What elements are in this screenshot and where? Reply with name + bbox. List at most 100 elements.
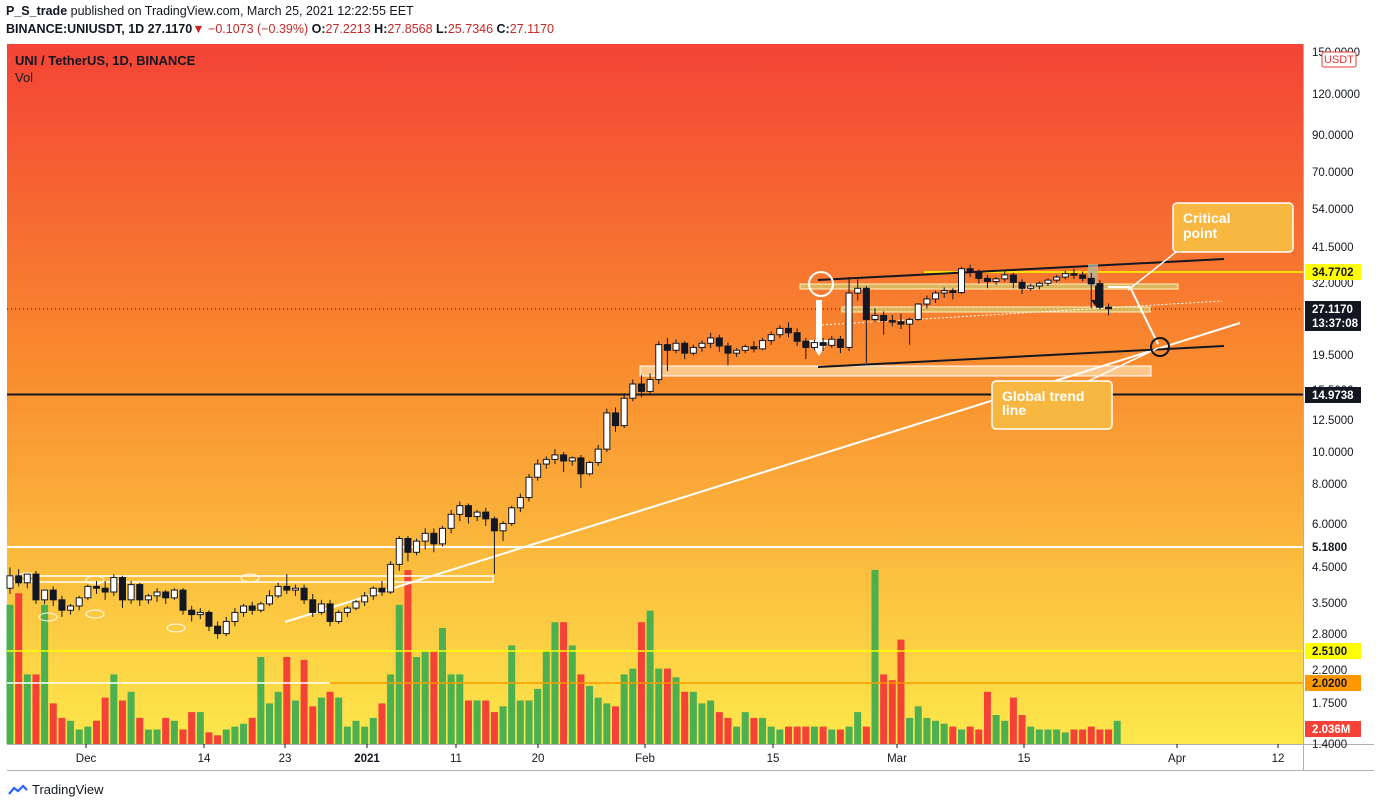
volume-bar [759,717,767,744]
price-label-box [1305,301,1361,317]
volume-bar [179,729,187,744]
candle-body [136,584,144,601]
price-label-box [1305,315,1361,331]
volume-bar [361,726,369,744]
target-circle [1150,337,1170,357]
candle-body [992,278,1000,282]
volume-bar [862,726,870,744]
publish-text: published on TradingView.com, March 25, … [70,4,414,18]
volume-bar [6,604,14,744]
candle-body [906,318,914,325]
volume-bar [525,700,533,744]
candle-body [274,585,282,597]
vol-label: Vol [15,70,33,85]
volume-bar [205,732,213,744]
candle-body [1035,282,1043,287]
global-trend-line [284,322,1241,623]
left-ellipse-2 [85,575,105,585]
open-label: O: [311,22,326,36]
price-axis-labels: 34.7702 27.1170 13:37:08 14.9738 5.1800 2.510… [1305,264,1361,737]
volume-bar [127,691,135,744]
candle-body [162,591,170,599]
volume-bar [516,700,524,744]
symbol-ticker[interactable]: BINANCE:UNIUSDT, 1D [6,22,145,36]
left-ellipse-6 [166,623,186,633]
critical-point-callout[interactable]: Critical point [1172,202,1294,253]
time-tick-label: 14 [198,753,211,765]
left-ellipse-3 [240,573,260,583]
candle-body [750,346,758,350]
volume-bar [828,729,836,744]
candle-body [975,271,983,279]
currency-badge[interactable]: USDT [1321,51,1357,68]
volume-bar [447,674,455,744]
volume-bar [672,677,680,744]
critical-point-text-2: point [1183,225,1218,241]
volume-bar [620,674,628,744]
volume-bar [854,712,862,744]
global-trend-callout[interactable]: Global trend line [991,380,1113,430]
candle-body [67,605,75,611]
volume-bar [508,645,516,744]
volume-bar [698,703,706,744]
candle-body [1009,274,1017,283]
candle-body [1087,277,1095,285]
volume-bar [542,651,550,744]
currency-badge-text: USDT [1324,54,1354,66]
candle-body [871,314,879,320]
volume-bar [266,703,273,744]
price-tick-label: 120.0000 [1312,89,1360,101]
candle-body [958,268,965,294]
volume-bar [940,723,948,744]
volume-bar [689,691,697,744]
candle-body [369,587,377,597]
volume-bar [456,674,464,744]
time-tick-label: Apr [1168,753,1186,765]
candle-body [49,589,57,601]
volume-bar [32,674,40,744]
volume-bar [421,651,429,744]
candle-body [707,337,715,344]
candle-body [620,397,628,427]
volume-bar [612,706,619,744]
price-tick-label: 1.7500 [1312,698,1347,710]
open-value: 27.2213 [325,22,371,36]
candle-body [84,585,92,599]
price-tick-label: 2.8000 [1312,629,1347,641]
volume-bar [975,729,983,744]
low-label: L: [436,22,448,36]
volume-bar [646,610,654,744]
volume-bar [966,726,974,744]
volume-bar [776,729,784,744]
time-tick-label: 20 [532,753,545,765]
volume-bar [932,720,940,744]
volume-bar [992,715,1000,744]
candles [6,264,1113,639]
price-label-text: 34.7702 [1312,267,1354,279]
footer-brand[interactable]: TradingView [8,782,104,797]
candle-body [629,383,637,399]
candle-body [508,507,516,525]
candle-body [490,518,498,532]
down-triangle-icon: ▼ [192,22,205,36]
candle-body [473,511,481,518]
candle-body [828,338,836,346]
close-label: C: [496,22,510,36]
publisher-name[interactable]: P_S_trade [6,4,68,18]
candle-body [170,589,178,599]
candle-body [568,457,576,462]
callout-pointer-trend [1079,347,1159,386]
volume-bar [1009,697,1017,744]
volume-bar [395,604,403,744]
candle-body [1061,273,1069,278]
candle-body [32,573,40,601]
price-label-box [1305,675,1361,691]
price-label-box [1305,539,1361,555]
critical-point-text-1: Critical [1183,210,1230,226]
price-label-text: 13:37:08 [1312,318,1359,330]
candle-body [482,511,490,520]
volume-bar [1105,729,1113,744]
candle-body [612,412,619,427]
volume-bar [793,726,801,744]
